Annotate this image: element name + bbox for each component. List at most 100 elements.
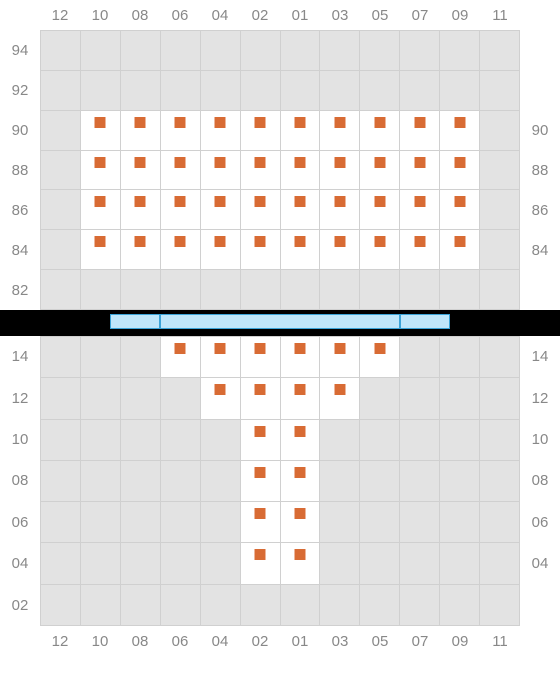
seat-cell [81, 461, 121, 501]
seat-cell[interactable] [320, 111, 360, 150]
seat-cell [161, 31, 201, 70]
seat-cell[interactable] [281, 420, 321, 460]
seat-marker-icon [215, 196, 226, 207]
seat-cell[interactable] [241, 461, 281, 501]
seat-cell [360, 270, 400, 309]
seat-cell[interactable] [281, 190, 321, 229]
seat-cell[interactable] [281, 230, 321, 269]
column-label: 10 [80, 633, 120, 650]
column-label: 05 [360, 7, 400, 24]
seat-cell[interactable] [281, 151, 321, 190]
seat-cell[interactable] [281, 543, 321, 583]
seat-cell[interactable] [121, 190, 161, 229]
seat-cell[interactable] [161, 111, 201, 150]
seat-cell[interactable] [241, 151, 281, 190]
seat-cell [81, 502, 121, 542]
seat-cell [360, 71, 400, 110]
seat-marker-icon [294, 157, 305, 168]
seat-cell [440, 378, 480, 418]
seat-cell [320, 71, 360, 110]
seat-cell [201, 420, 241, 460]
seat-cell[interactable] [161, 230, 201, 269]
seat-cell[interactable] [241, 378, 281, 418]
seat-cell[interactable] [161, 151, 201, 190]
column-label: 05 [360, 633, 400, 650]
seat-cell[interactable] [440, 190, 480, 229]
seat-cell[interactable] [400, 190, 440, 229]
seat-cell[interactable] [241, 543, 281, 583]
seat-cell [440, 543, 480, 583]
seat-cell[interactable] [241, 337, 281, 377]
seat-cell [41, 378, 81, 418]
seat-cell[interactable] [81, 151, 121, 190]
seat-cell[interactable] [360, 230, 400, 269]
seat-cell[interactable] [81, 111, 121, 150]
seat-cell[interactable] [320, 190, 360, 229]
seat-cell[interactable] [161, 337, 201, 377]
seat-cell[interactable] [281, 111, 321, 150]
seat-cell[interactable] [440, 230, 480, 269]
seat-cell[interactable] [360, 190, 400, 229]
stage-band [0, 310, 560, 336]
seat-cell[interactable] [161, 190, 201, 229]
seat-cell[interactable] [281, 337, 321, 377]
seat-cell[interactable] [400, 151, 440, 190]
seat-cell [41, 230, 81, 269]
seat-cell[interactable] [320, 151, 360, 190]
seat-cell[interactable] [81, 230, 121, 269]
seat-cell[interactable] [360, 151, 400, 190]
seat-cell [41, 337, 81, 377]
seat-cell [41, 270, 81, 309]
upper-row-labels-right: 90888684 [520, 30, 560, 310]
column-label: 01 [280, 7, 320, 24]
seat-cell[interactable] [121, 111, 161, 150]
row-label: 06 [520, 502, 560, 543]
row-label: 88 [0, 150, 40, 190]
seat-cell[interactable] [241, 230, 281, 269]
seat-cell[interactable] [81, 190, 121, 229]
seat-cell[interactable] [320, 337, 360, 377]
seat-cell [440, 585, 480, 625]
seat-cell[interactable] [281, 378, 321, 418]
seat-cell[interactable] [241, 111, 281, 150]
stage [110, 314, 450, 329]
seat-cell[interactable] [400, 230, 440, 269]
seat-cell [201, 71, 241, 110]
seat-cell[interactable] [121, 230, 161, 269]
column-label: 01 [280, 633, 320, 650]
seat-cell[interactable] [201, 190, 241, 229]
seat-cell [161, 378, 201, 418]
seat-cell [480, 420, 519, 460]
seat-cell[interactable] [201, 337, 241, 377]
seat-cell[interactable] [360, 337, 400, 377]
seat-cell [360, 502, 400, 542]
seat-cell[interactable] [320, 378, 360, 418]
seat-cell [161, 420, 201, 460]
seat-cell[interactable] [241, 420, 281, 460]
seat-cell [480, 502, 519, 542]
seat-cell[interactable] [440, 151, 480, 190]
seat-cell[interactable] [281, 461, 321, 501]
seat-cell[interactable] [201, 151, 241, 190]
seat-marker-icon [454, 196, 465, 207]
seat-cell[interactable] [320, 230, 360, 269]
bottom-column-labels: 121008060402010305070911 [0, 626, 560, 656]
seat-cell[interactable] [241, 502, 281, 542]
seat-cell[interactable] [201, 111, 241, 150]
seat-cell [480, 190, 519, 229]
seat-cell[interactable] [440, 111, 480, 150]
seat-cell [480, 543, 519, 583]
seat-cell[interactable] [241, 190, 281, 229]
seat-cell[interactable] [281, 502, 321, 542]
seat-cell [41, 151, 81, 190]
seat-cell [281, 585, 321, 625]
seat-cell[interactable] [360, 111, 400, 150]
seat-cell[interactable] [121, 151, 161, 190]
seat-marker-icon [175, 236, 186, 247]
row-label: 84 [0, 230, 40, 270]
seat-cell[interactable] [201, 230, 241, 269]
column-label: 09 [440, 633, 480, 650]
seat-marker-icon [334, 343, 345, 354]
seat-cell[interactable] [400, 111, 440, 150]
seat-cell[interactable] [201, 378, 241, 418]
